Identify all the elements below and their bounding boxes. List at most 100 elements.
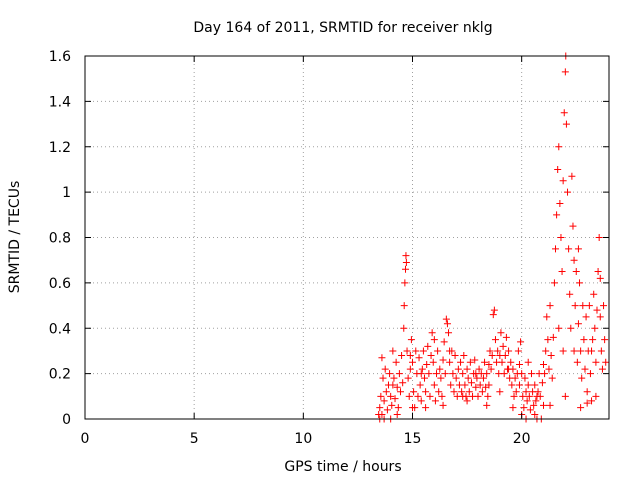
data-point [402, 265, 410, 273]
data-point [594, 268, 602, 276]
data-point [499, 342, 507, 350]
data-point [593, 306, 601, 314]
data-point [522, 388, 530, 396]
data-point [450, 388, 458, 396]
data-point [552, 245, 560, 253]
data-point [426, 392, 434, 400]
data-point [402, 258, 410, 266]
data-point [582, 313, 590, 321]
data-point [574, 320, 582, 328]
x-tick-label: 10 [294, 431, 312, 447]
data-point [376, 404, 384, 412]
data-point [417, 397, 425, 405]
data-point [407, 336, 415, 344]
data-point [419, 347, 427, 355]
data-point [518, 370, 526, 378]
data-point [507, 358, 515, 366]
data-point [509, 404, 517, 412]
data-point [601, 336, 609, 344]
data-point [572, 268, 580, 276]
data-point [543, 313, 551, 321]
data-point [416, 381, 424, 389]
data-point [600, 302, 608, 310]
data-point [381, 365, 389, 373]
data-point [409, 358, 416, 366]
data-point [592, 358, 600, 366]
data-point [579, 302, 587, 310]
data-point [484, 392, 492, 400]
y-tick-label: 0.8 [49, 231, 71, 247]
data-point [559, 177, 567, 185]
data-point [389, 381, 397, 389]
data-point [540, 401, 547, 409]
data-point [559, 347, 567, 355]
data-point [445, 329, 453, 337]
data-point [391, 395, 399, 403]
data-point [472, 383, 480, 391]
y-tick-label: 1.4 [49, 94, 71, 110]
data-point [570, 347, 578, 355]
data-point [583, 388, 591, 396]
data-point [527, 370, 535, 378]
chart-title: Day 164 of 2011, SRMTID for receiver nkl… [193, 20, 492, 36]
data-point [392, 358, 400, 366]
data-point [402, 252, 410, 260]
data-point [597, 347, 605, 355]
data-point [393, 410, 401, 418]
data-point [596, 313, 604, 321]
data-point [565, 245, 573, 253]
data-point [433, 370, 441, 378]
axis-ticks [84, 55, 609, 420]
data-point [505, 347, 513, 355]
data-point [459, 392, 467, 400]
data-point [530, 401, 538, 409]
data-point [546, 302, 554, 310]
data-point [531, 381, 539, 389]
data-point [532, 397, 540, 405]
data-point [464, 374, 472, 382]
data-point [494, 347, 502, 355]
data-point [467, 379, 475, 387]
data-point [400, 324, 408, 332]
data-points [375, 52, 610, 423]
data-point [558, 268, 566, 276]
y-tick-label: 1 [62, 185, 71, 201]
data-point [573, 358, 581, 366]
data-point [588, 347, 596, 355]
data-point [380, 397, 388, 405]
data-point [471, 356, 479, 364]
data-point [466, 358, 474, 366]
data-point [502, 333, 510, 341]
data-point [555, 324, 563, 332]
data-point [443, 320, 451, 328]
x-tick-label: 20 [513, 431, 531, 447]
data-point [586, 370, 594, 378]
data-point [476, 381, 484, 389]
data-point [483, 370, 491, 378]
y-tick-label: 1.6 [49, 49, 71, 65]
data-point [549, 333, 557, 341]
data-point [588, 397, 596, 405]
data-point [379, 374, 387, 382]
data-point [479, 374, 487, 382]
data-point [403, 347, 411, 355]
data-point [406, 351, 414, 359]
data-point [447, 381, 455, 389]
data-point [430, 381, 438, 389]
data-point [598, 365, 606, 373]
data-point [475, 365, 483, 373]
data-point [481, 358, 489, 366]
y-tick-label: 1.2 [49, 140, 71, 156]
data-point [431, 397, 439, 405]
data-point [378, 354, 386, 362]
data-point [501, 351, 509, 359]
data-point [460, 351, 468, 359]
y-axis-label: SRMTID / TECUs [7, 181, 23, 294]
data-point [592, 392, 600, 400]
data-point [595, 234, 603, 241]
data-point [421, 374, 429, 382]
data-point [386, 370, 394, 378]
data-point [454, 365, 462, 373]
data-point [459, 370, 467, 378]
